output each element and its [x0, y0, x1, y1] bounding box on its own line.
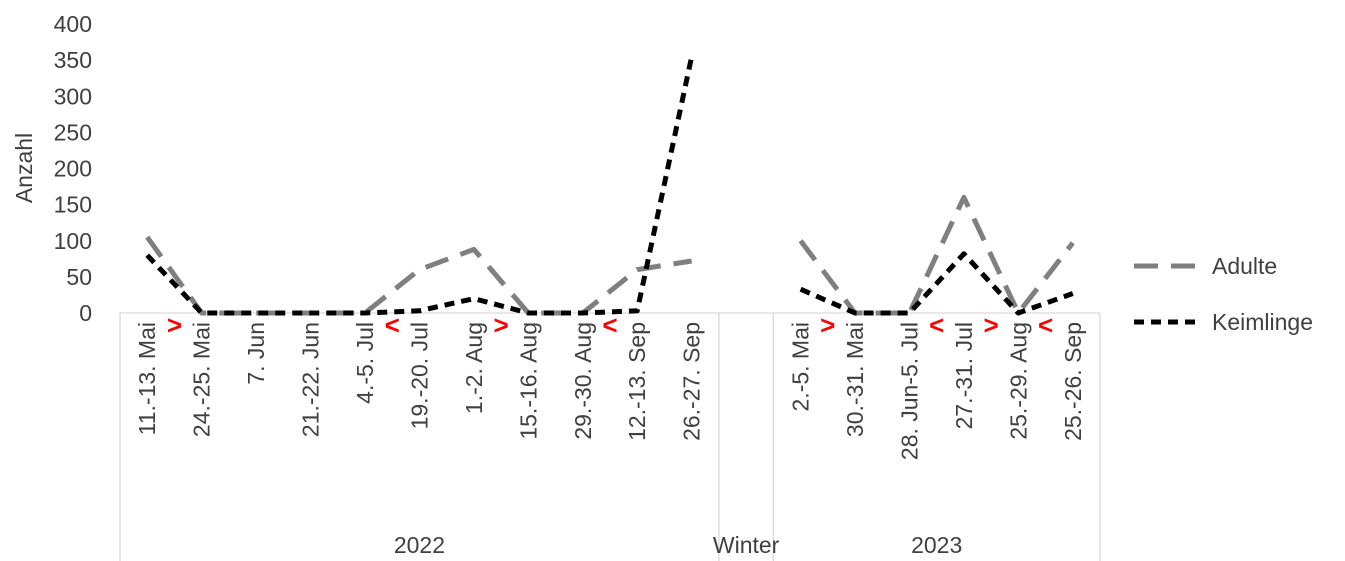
series-line-adulte	[145, 194, 1075, 316]
category-label: 27.-31. Jul	[951, 322, 977, 429]
y-tick-label: 50	[66, 264, 92, 290]
series-line-keimlinge	[145, 55, 1074, 316]
change-marker: >	[984, 310, 999, 340]
change-marker: <	[602, 310, 617, 340]
category-label: 28. Jun-5. Jul	[896, 322, 922, 460]
legend-label-keimlinge: Keimlinge	[1212, 309, 1313, 335]
category-label: 7. Jun	[243, 322, 269, 385]
legend: Adulte Keimlinge	[1134, 253, 1313, 335]
x-axis-category-labels: 11.-13. Mai 24.-25. Mai 7. Jun 21.-22. Jun 4…	[134, 322, 1086, 460]
category-label: 30.-31. Mai	[842, 322, 868, 437]
category-label: 21.-22. Jun	[298, 322, 324, 437]
y-axis-ticks: 0 50 100 150 200 250 300 350 400	[54, 11, 92, 326]
category-label: 29.-30. Aug	[570, 322, 596, 440]
change-marker: <	[385, 310, 400, 340]
series-lines	[145, 55, 1075, 316]
y-tick-label: 100	[54, 228, 92, 254]
category-label: 12.-13. Sep	[624, 322, 650, 441]
group-label: Winter	[713, 532, 780, 558]
change-marker: >	[494, 310, 509, 340]
category-label: 25.-26. Sep	[1060, 322, 1086, 441]
category-label: 1.-2. Aug	[461, 322, 487, 414]
group-label: 2023	[911, 532, 962, 558]
category-label: 15.-16. Aug	[515, 322, 541, 440]
change-marker: >	[820, 310, 835, 340]
y-tick-label: 300	[54, 83, 92, 109]
category-label: 19.-20. Jul	[406, 322, 432, 429]
y-tick-label: 400	[54, 11, 92, 37]
change-markers: > < > < > < > <	[167, 310, 1053, 340]
y-tick-label: 350	[54, 47, 92, 73]
change-marker: >	[167, 310, 182, 340]
category-label: 4.-5. Jul	[352, 322, 378, 404]
change-marker: <	[1038, 310, 1053, 340]
x-axis-group-labels: 2022 Winter 2023	[394, 532, 962, 558]
category-label: 25.-29. Aug	[1005, 322, 1031, 440]
y-tick-label: 0	[79, 300, 92, 326]
group-label: 2022	[394, 532, 445, 558]
legend-label-adulte: Adulte	[1212, 253, 1277, 279]
change-marker: <	[929, 310, 944, 340]
category-label: 26.-27. Sep	[679, 322, 705, 441]
y-tick-label: 200	[54, 156, 92, 182]
category-label: 2.-5. Mai	[788, 322, 814, 411]
category-label: 24.-25. Mai	[189, 322, 215, 437]
y-tick-label: 150	[54, 192, 92, 218]
category-label: 11.-13. Mai	[134, 322, 160, 435]
y-axis-title: Anzahl	[11, 133, 37, 203]
y-tick-label: 250	[54, 119, 92, 145]
